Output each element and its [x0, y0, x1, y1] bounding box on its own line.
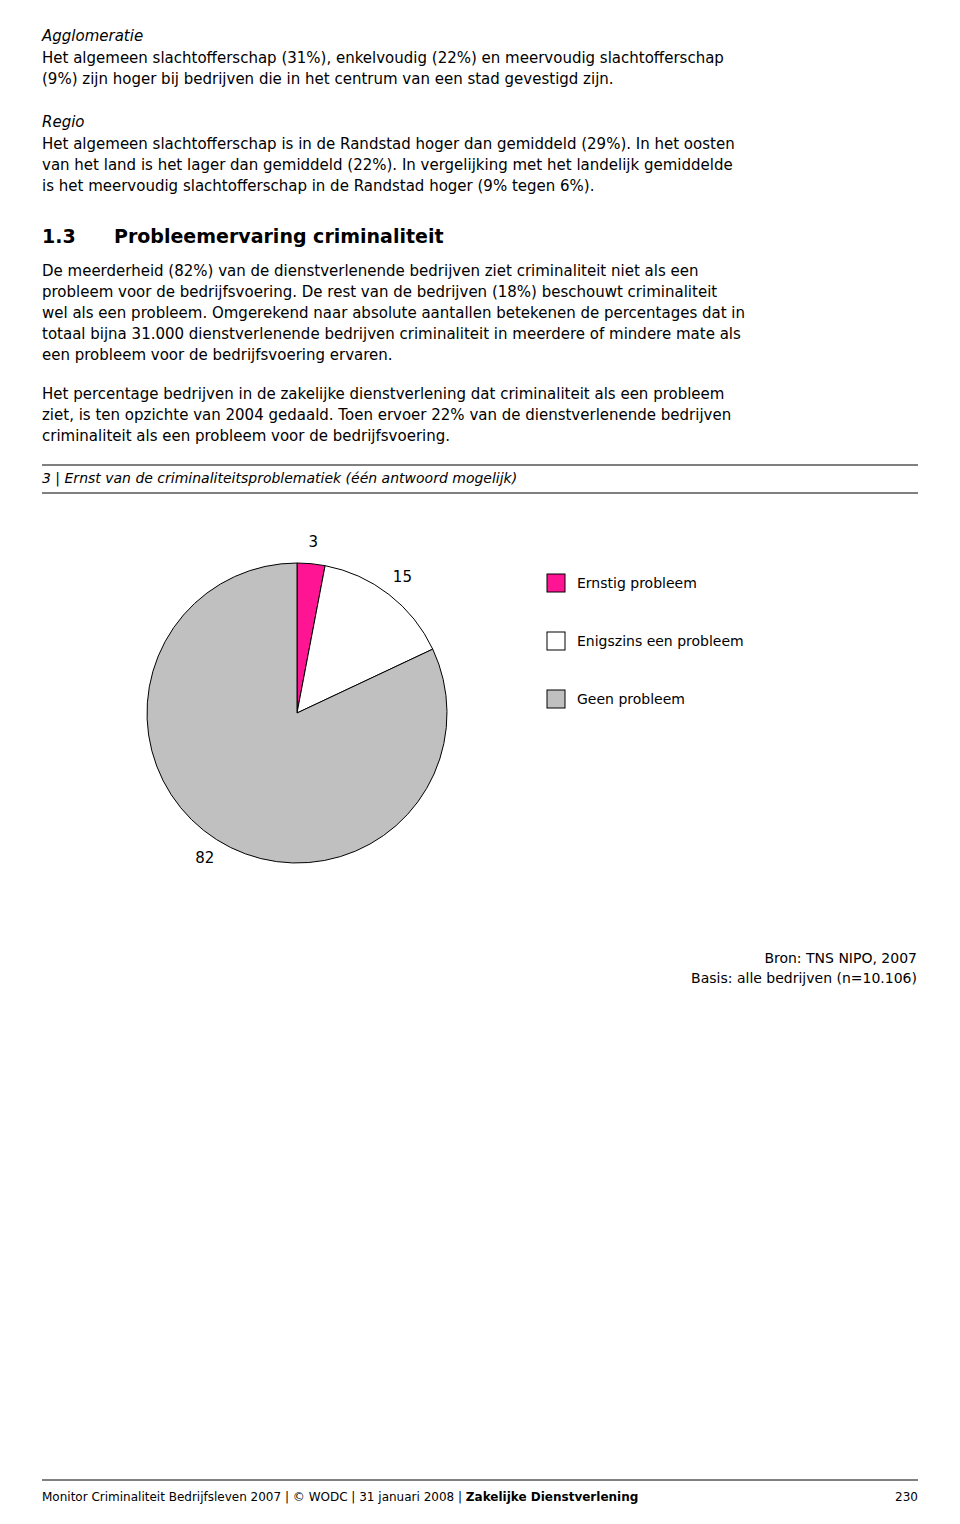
rule — [42, 493, 918, 494]
data-label: 15 — [393, 568, 412, 586]
legend-label: Ernstig probleem — [577, 575, 697, 591]
source-note: Bron: TNS NIPO, 2007 — [764, 950, 917, 966]
page: Agglomeratie Het algemeen slachtofferscha… — [0, 0, 960, 1524]
body-text: probleem voor de bedrijfsvoering. De res… — [42, 283, 717, 301]
body-text: Het percentage bedrijven in de zakelijke… — [42, 385, 724, 403]
body-text: criminaliteit als een probleem voor de b… — [42, 427, 450, 445]
source-note: Basis: alle bedrijven (n=10.106) — [691, 970, 917, 986]
pie-slice — [147, 563, 447, 863]
footer-bold: Zakelijke Dienstverlening — [466, 1490, 638, 1504]
subheading: Regio — [42, 113, 85, 131]
legend-swatch — [547, 690, 565, 708]
body-text: wel als een probleem. Omgerekend naar ab… — [42, 304, 745, 322]
section-number: 1.3 — [42, 225, 76, 247]
body-text: (9%) zijn hoger bij bedrijven die in het… — [42, 70, 614, 88]
legend-swatch — [547, 632, 565, 650]
footer-rule — [42, 1480, 918, 1481]
body-text: Het algemeen slachtofferschap is in de R… — [42, 135, 735, 153]
legend: Ernstig probleem Enigszins een probleem Ge… — [547, 574, 744, 708]
pie — [147, 563, 447, 863]
data-label: 3 — [308, 533, 318, 551]
body-text: van het land is het lager dan gemiddeld … — [42, 156, 733, 174]
body-text: De meerderheid (82%) van de dienstverlen… — [42, 262, 698, 280]
body-text: is het meervoudig slachtofferschap in de… — [42, 177, 594, 195]
body-text: een probleem voor de bedrijfsvoering erv… — [42, 346, 393, 364]
rule — [42, 465, 918, 466]
legend-swatch — [547, 574, 565, 592]
footer-text: Monitor Criminaliteit Bedrijfsleven 2007… — [42, 1490, 638, 1504]
subheading: Agglomeratie — [41, 27, 143, 45]
page-number: 230 — [895, 1490, 918, 1504]
legend-label: Geen probleem — [577, 691, 685, 707]
section-title: Probleemervaring criminaliteit — [114, 225, 444, 247]
body-text: ziet, is ten opzichte van 2004 gedaald. … — [42, 406, 731, 424]
body-text: Het algemeen slachtofferschap (31%), enk… — [42, 49, 724, 67]
data-label: 82 — [195, 849, 214, 867]
chart-title: 3 | Ernst van de criminaliteitsproblemat… — [42, 470, 517, 487]
legend-label: Enigszins een probleem — [577, 633, 744, 649]
footer-text: Monitor Criminaliteit Bedrijfsleven 2007… — [42, 1490, 466, 1504]
body-text: totaal bijna 31.000 dienstverlenende bed… — [42, 325, 741, 343]
